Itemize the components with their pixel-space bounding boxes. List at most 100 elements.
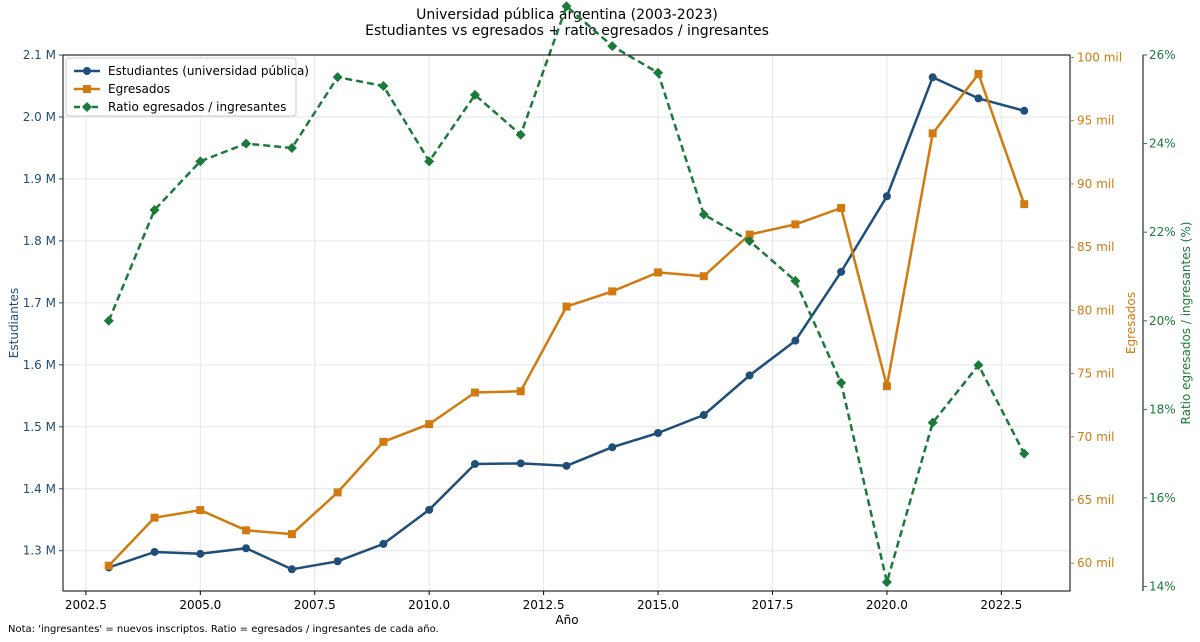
tick-layer: 2002.5 2005.0 2007.5 2010.0 2012.5 2015.0 2017… xyxy=(23,48,1176,612)
x-axis-label: Año xyxy=(555,613,578,627)
data-point xyxy=(562,461,571,470)
x-tick-label: 2022.5 xyxy=(980,598,1022,612)
data-point xyxy=(745,230,754,239)
y-right-tick-label: 80 mil xyxy=(1077,303,1114,317)
footnote: Nota: 'ingresantes' = nuevos inscriptos.… xyxy=(8,624,439,635)
data-point xyxy=(1020,106,1029,115)
data-point xyxy=(149,205,160,216)
data-point xyxy=(654,428,663,437)
x-tick-label: 2017.5 xyxy=(751,598,793,612)
y-right-tick-label: 70 mil xyxy=(1077,430,1114,444)
data-point xyxy=(242,544,251,553)
y-left-tick-label: 2.1 M xyxy=(23,48,56,62)
data-point xyxy=(515,129,526,140)
data-point xyxy=(196,549,205,558)
x-tick-label: 2005.0 xyxy=(179,598,221,612)
y-right2-tick-label: 26% xyxy=(1149,48,1176,62)
y-right2-tick-label: 16% xyxy=(1149,491,1176,505)
y-right-tick-label: 90 mil xyxy=(1077,177,1114,191)
data-point xyxy=(744,236,755,247)
legend: Estudiantes (universidad pública) Egresad… xyxy=(65,57,309,117)
y-left-tick-label: 1.6 M xyxy=(23,358,56,372)
chart-subtitle: Estudiantes vs egresados + ratio egresad… xyxy=(365,23,769,39)
x-tick-label: 2007.5 xyxy=(294,598,336,612)
data-point xyxy=(150,547,159,556)
data-point xyxy=(425,505,434,514)
data-point xyxy=(424,156,435,167)
data-point xyxy=(286,143,297,154)
data-point xyxy=(470,388,479,397)
y-right-tick-label: 100 mil xyxy=(1077,51,1122,65)
data-point xyxy=(561,1,572,12)
y-right2-tick-label: 22% xyxy=(1149,225,1176,239)
y-left-tick-label: 1.8 M xyxy=(23,234,56,248)
data-point xyxy=(745,371,754,380)
data-point xyxy=(881,577,892,588)
data-point xyxy=(1020,200,1029,209)
y-left-tick-label: 1.4 M xyxy=(23,482,56,496)
legend-marker xyxy=(83,67,91,75)
data-point xyxy=(837,203,846,212)
legend-label: Estudiantes (universidad pública) xyxy=(108,64,309,78)
data-point xyxy=(333,488,342,497)
data-point xyxy=(469,89,480,100)
data-point xyxy=(196,506,205,515)
data-point xyxy=(699,272,708,281)
data-point xyxy=(791,336,800,345)
data-point xyxy=(332,72,343,83)
data-point xyxy=(516,387,525,396)
y-right2-tick-label: 24% xyxy=(1149,137,1176,151)
data-point xyxy=(378,81,389,92)
x-tick-label: 2010.0 xyxy=(408,598,450,612)
data-point xyxy=(470,459,479,468)
y-axis-label-left: Estudiantes xyxy=(7,288,21,358)
series-line xyxy=(107,5,1026,584)
data-point xyxy=(699,411,708,420)
data-point xyxy=(607,41,618,52)
x-tick-label: 2002.5 xyxy=(65,598,107,612)
data-point xyxy=(333,557,342,566)
legend-label: Ratio egresados / ingresantes xyxy=(108,100,286,114)
y-right-tick-label: 85 mil xyxy=(1077,240,1114,254)
legend-marker xyxy=(83,85,91,93)
data-point xyxy=(654,268,663,277)
data-point xyxy=(562,302,571,311)
data-point xyxy=(791,220,800,229)
y-right-tick-label: 75 mil xyxy=(1077,367,1114,381)
series-2 xyxy=(103,1,1030,588)
data-point xyxy=(973,360,984,371)
data-point xyxy=(242,526,251,535)
data-point xyxy=(103,315,114,326)
legend-box xyxy=(65,57,297,117)
chart-title: Universidad pública argentina (2003-2023… xyxy=(416,7,718,23)
data-point xyxy=(608,443,617,452)
plot-area-border xyxy=(62,54,1071,592)
series-0 xyxy=(104,73,1029,574)
data-point xyxy=(698,209,709,220)
data-point xyxy=(1019,448,1030,459)
data-point xyxy=(195,156,206,167)
data-point xyxy=(379,437,388,446)
data-point xyxy=(379,539,388,548)
y-left-tick-label: 2.0 M xyxy=(23,110,56,124)
y-right-tick-label: 60 mil xyxy=(1077,556,1114,570)
data-point xyxy=(516,459,525,468)
y-left-tick-label: 1.7 M xyxy=(23,296,56,310)
data-point xyxy=(882,192,891,201)
data-point xyxy=(790,275,801,286)
plot-frame xyxy=(62,54,1144,592)
data-point xyxy=(836,377,847,388)
data-point xyxy=(104,561,113,570)
x-tick-label: 2015.0 xyxy=(637,598,679,612)
legend-marker xyxy=(82,102,92,112)
data-point xyxy=(974,69,983,78)
y-axis-label-right2: Ratio egresados / ingresantes (%) xyxy=(1179,222,1193,425)
data-point xyxy=(974,94,983,103)
y-right2-tick-label: 14% xyxy=(1149,580,1176,594)
x-tick-label: 2020.0 xyxy=(866,598,908,612)
data-point xyxy=(882,382,891,391)
y-left-tick-label: 1.3 M xyxy=(23,544,56,558)
data-point xyxy=(927,417,938,428)
grid-lines xyxy=(63,54,1070,591)
